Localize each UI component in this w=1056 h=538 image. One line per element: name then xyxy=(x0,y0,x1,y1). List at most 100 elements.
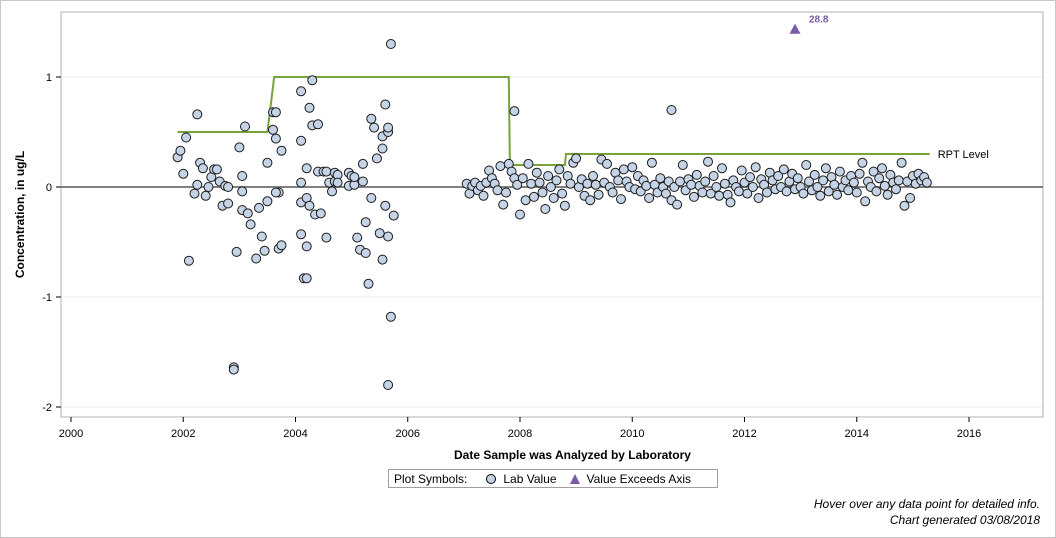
lab-value-point[interactable] xyxy=(315,208,326,219)
lab-value-point[interactable] xyxy=(762,187,772,198)
lab-value-point[interactable] xyxy=(891,184,901,195)
lab-value-point[interactable] xyxy=(234,142,245,153)
lab-value-point[interactable] xyxy=(360,248,371,258)
lab-value-point[interactable] xyxy=(823,186,834,197)
lab-value-point[interactable] xyxy=(515,209,525,220)
lab-value-point[interactable] xyxy=(815,190,826,201)
lab-value-point[interactable] xyxy=(773,171,784,181)
lab-value-point[interactable] xyxy=(660,188,671,199)
lab-value-point[interactable] xyxy=(736,165,747,176)
lab-value-point[interactable] xyxy=(357,158,368,169)
lab-value-point[interactable] xyxy=(747,182,758,192)
lab-value-point[interactable] xyxy=(725,197,736,208)
lab-value-point[interactable] xyxy=(602,158,612,169)
lab-value-point[interactable] xyxy=(585,195,596,206)
lab-value-point[interactable] xyxy=(377,254,388,265)
lab-value-point[interactable] xyxy=(691,169,702,180)
lab-value-point[interactable] xyxy=(899,200,910,211)
lab-value-point[interactable] xyxy=(571,153,582,164)
lab-value-point[interactable] xyxy=(804,176,814,187)
lab-value-point[interactable] xyxy=(742,188,753,199)
lab-value-point[interactable] xyxy=(666,105,677,115)
lab-value-point[interactable] xyxy=(388,210,399,221)
lab-value-point[interactable] xyxy=(778,164,789,175)
lab-value-point[interactable] xyxy=(228,364,239,375)
lab-value-point[interactable] xyxy=(613,175,624,186)
lab-value-point[interactable] xyxy=(383,122,394,133)
lab-value-point[interactable] xyxy=(896,157,907,168)
lab-value-point[interactable] xyxy=(711,182,722,192)
lab-value-point[interactable] xyxy=(703,156,713,167)
lab-value-point[interactable] xyxy=(245,219,256,230)
lab-value-point[interactable] xyxy=(262,196,273,207)
lab-value-point[interactable] xyxy=(197,163,208,174)
legend-item-lab-value[interactable]: Lab Value xyxy=(485,472,557,486)
lab-value-point[interactable] xyxy=(753,193,764,203)
lab-value-point[interactable] xyxy=(254,202,264,213)
lab-value-point[interactable] xyxy=(733,186,744,197)
exceeds-axis-point[interactable] xyxy=(789,23,801,34)
lab-value-point[interactable] xyxy=(686,179,697,190)
lab-value-point[interactable] xyxy=(851,187,862,198)
value-exceeds-axis-series[interactable]: 28.8 xyxy=(789,15,829,34)
lab-value-point[interactable] xyxy=(509,106,520,117)
lab-value-point[interactable] xyxy=(296,135,307,146)
lab-value-point[interactable] xyxy=(366,113,377,124)
lab-value-point[interactable] xyxy=(363,278,374,289)
lab-value-point[interactable] xyxy=(276,240,287,251)
lab-value-point[interactable] xyxy=(781,186,792,197)
lab-value-point[interactable] xyxy=(259,245,270,256)
lab-value-point[interactable] xyxy=(492,185,503,196)
lab-value-point[interactable] xyxy=(812,182,823,192)
lab-value-point[interactable] xyxy=(543,171,554,181)
lab-value-point[interactable] xyxy=(717,163,727,174)
lab-value-point[interactable] xyxy=(223,198,234,209)
lab-value-point[interactable] xyxy=(523,158,534,169)
lab-value-point[interactable] xyxy=(627,162,638,173)
lab-value-point[interactable] xyxy=(745,172,756,183)
lab-value-point[interactable] xyxy=(526,178,537,189)
lab-value-point[interactable] xyxy=(223,182,234,192)
lab-value-point[interactable] xyxy=(327,186,337,197)
legend-item-value-exceeds-axis[interactable]: Value Exceeds Axis xyxy=(569,472,691,486)
lab-value-point[interactable] xyxy=(593,189,604,200)
lab-value-point[interactable] xyxy=(478,190,489,201)
lab-value-point[interactable] xyxy=(520,195,531,206)
lab-value-point[interactable] xyxy=(554,164,565,175)
lab-value-point[interactable] xyxy=(304,102,315,113)
lab-value-point[interactable] xyxy=(590,179,601,190)
lab-value-point[interactable] xyxy=(211,164,222,175)
lab-value-series[interactable] xyxy=(172,39,932,390)
lab-value-point[interactable] xyxy=(829,179,840,190)
lab-value-point[interactable] xyxy=(495,161,506,172)
lab-value-point[interactable] xyxy=(832,189,843,200)
lab-value-point[interactable] xyxy=(801,160,812,170)
lab-value-point[interactable] xyxy=(750,162,761,173)
lab-value-point[interactable] xyxy=(534,177,545,188)
lab-value-point[interactable] xyxy=(860,196,871,207)
lab-value-point[interactable] xyxy=(616,194,626,205)
lab-value-point[interactable] xyxy=(200,190,211,201)
lab-value-point[interactable] xyxy=(798,188,809,199)
lab-value-point[interactable] xyxy=(332,177,343,188)
lab-value-point[interactable] xyxy=(357,176,368,187)
lab-value-point[interactable] xyxy=(871,186,882,197)
lab-value-point[interactable] xyxy=(697,187,708,198)
lab-value-point[interactable] xyxy=(203,182,214,192)
lab-value-point[interactable] xyxy=(374,228,385,239)
lab-value-point[interactable] xyxy=(181,132,192,143)
lab-value-point[interactable] xyxy=(854,168,865,179)
lab-value-point[interactable] xyxy=(385,39,396,49)
lab-value-point[interactable] xyxy=(834,166,845,177)
lab-value-point[interactable] xyxy=(321,232,332,243)
lab-value-point[interactable] xyxy=(537,187,548,198)
lab-value-point[interactable] xyxy=(675,176,685,187)
lab-value-point[interactable] xyxy=(792,173,803,184)
lab-value-point[interactable] xyxy=(371,153,382,164)
lab-value-point[interactable] xyxy=(369,122,380,133)
lab-value-point[interactable] xyxy=(262,157,273,168)
lab-value-point[interactable] xyxy=(905,193,916,203)
lab-value-point[interactable] xyxy=(529,191,539,202)
lab-value-point[interactable] xyxy=(588,171,598,181)
lab-value-point[interactable] xyxy=(360,217,371,228)
